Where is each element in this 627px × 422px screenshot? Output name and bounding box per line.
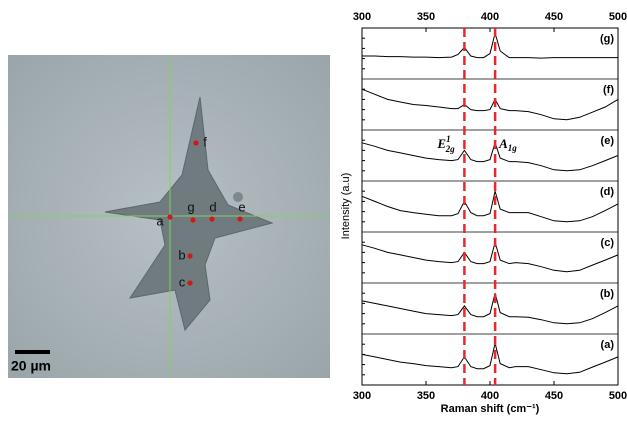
peak-label-sub: 1g <box>508 143 518 153</box>
x-tick-label: 350 <box>417 390 435 402</box>
x-axis-label: Raman shift (cm⁻¹) <box>441 403 540 415</box>
spectrum <box>362 143 618 171</box>
point-label: c <box>179 274 186 289</box>
point-label: d <box>209 199 216 214</box>
panel-label: (e) <box>601 135 615 147</box>
x-tick-label: 500 <box>609 390 627 402</box>
peak-label: E12g <box>436 134 455 154</box>
micrograph: a b c d e f g 20 µm <box>8 55 330 378</box>
point <box>187 280 192 285</box>
x-tick-label: 400 <box>481 390 499 402</box>
point <box>190 217 195 222</box>
point-label: g <box>187 199 194 214</box>
panel-label: (c) <box>601 237 615 249</box>
scale-bar-label: 20 µm <box>11 358 51 374</box>
point-label: e <box>238 199 245 214</box>
point-label: a <box>156 213 164 228</box>
x-tick-label-top: 350 <box>417 11 435 23</box>
peak-label-sup: 1 <box>446 134 451 144</box>
point <box>209 216 214 221</box>
x-tick-label-top: 300 <box>353 11 371 23</box>
x-tick-label-top: 500 <box>609 11 627 23</box>
peak-label-base: A <box>498 136 508 151</box>
point <box>193 140 198 145</box>
x-tick-label-top: 450 <box>545 11 563 23</box>
panel-label: (g) <box>600 33 614 45</box>
point <box>237 216 242 221</box>
panel-label: (a) <box>601 339 615 351</box>
x-tick-label: 300 <box>353 390 371 402</box>
x-tick-label: 450 <box>545 390 563 402</box>
peak-label: A1g <box>498 136 517 153</box>
panel-label: (d) <box>600 186 614 198</box>
spectrum <box>362 191 618 222</box>
panel-label: (b) <box>600 288 614 300</box>
point <box>167 214 172 219</box>
point-label: b <box>178 247 185 262</box>
y-axis-label: Intensity (a.u) <box>340 173 352 240</box>
point <box>187 253 192 258</box>
x-tick-label-top: 400 <box>481 11 499 23</box>
spectrum <box>362 343 618 374</box>
peak-label-sub: 2g <box>445 144 456 154</box>
spectrum <box>362 33 618 58</box>
plot-frame <box>362 28 618 385</box>
panel-label: (f) <box>603 84 614 96</box>
spectrum <box>362 293 618 324</box>
spectrum <box>362 242 618 272</box>
point-label: f <box>203 134 207 149</box>
spectrum <box>362 89 618 120</box>
spectra-plot: Intensity (a.u) Raman shift (cm⁻¹) 300 30… <box>340 11 627 415</box>
